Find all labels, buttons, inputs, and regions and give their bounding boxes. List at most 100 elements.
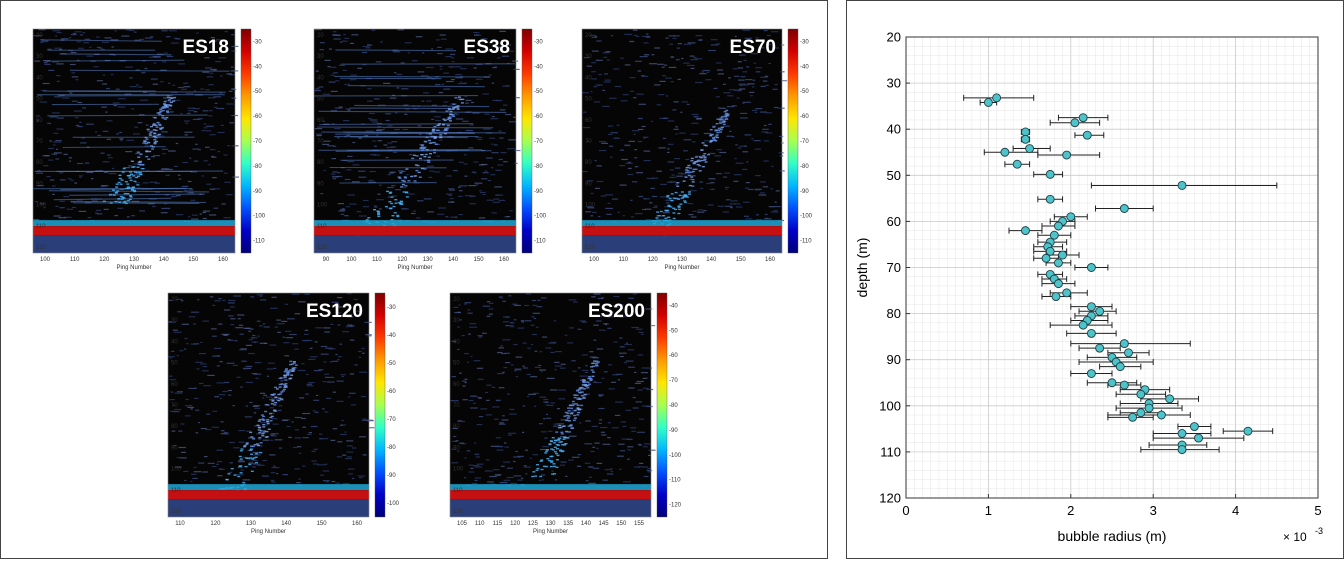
y-tick-label: 30 [887, 76, 901, 91]
echogram-x-tick-label: 140 [448, 257, 459, 263]
data-point [1054, 280, 1062, 288]
echogram-x-tick-label: 120 [397, 257, 408, 263]
colorbar-tick-label: -50 [800, 89, 809, 95]
echogram-y-tick-label: 50 [585, 97, 592, 103]
echogram-y-tick-label: 30 [36, 54, 43, 60]
echogram-y-tick-label: 40 [453, 339, 460, 345]
data-point [1096, 344, 1104, 352]
colorbar-tick-label: -50 [669, 328, 678, 334]
data-point [1026, 145, 1034, 153]
y-tick-label: 120 [879, 491, 901, 506]
echogram-label: ES70 [730, 37, 776, 58]
data-point [1087, 303, 1095, 311]
colorbar-tick-label: -60 [800, 114, 809, 120]
colorbar-tick-label: -70 [253, 139, 262, 145]
echogram-seabed-edge [314, 220, 516, 226]
colorbar-tick-label: -100 [534, 214, 547, 220]
echogram-x-tick-label: 120 [648, 257, 659, 263]
data-point [1054, 259, 1062, 267]
echogram-x-tick-label: 100 [589, 257, 600, 263]
echogram-y-tick-label: 30 [171, 318, 178, 324]
data-point [1021, 227, 1029, 235]
data-point [1052, 293, 1060, 301]
echogram-y-tick-label: 70 [317, 139, 324, 145]
colorbar-tick-label: -90 [800, 189, 809, 195]
data-point [1145, 404, 1153, 412]
colorbar-tick-label: -80 [534, 164, 543, 170]
echogram-background [314, 29, 516, 253]
echogram-x-tick-label: 140 [581, 521, 592, 527]
y-tick-label: 70 [887, 260, 901, 275]
data-point [1042, 254, 1050, 262]
x-tick-label: 2 [1067, 503, 1074, 518]
echogram-y-tick-label: 100 [317, 203, 328, 209]
data-point [1067, 213, 1075, 221]
echogram-seabed [450, 490, 651, 499]
x-axis-multiplier: × 10 [1283, 530, 1307, 544]
echogram-seabed-edge [33, 220, 235, 226]
data-point [1059, 251, 1067, 259]
echogram-y-tick-label: 40 [171, 339, 178, 345]
colorbar-tick-label: -110 [669, 478, 681, 484]
echogram-colorbar [657, 293, 667, 517]
echogram-y-tick-label: 70 [36, 139, 43, 145]
echogram-below-seabed [450, 499, 651, 517]
data-point [1083, 131, 1091, 139]
echogram-x-tick-label: 120 [510, 521, 521, 527]
echogram-x-tick-label: 105 [457, 521, 468, 527]
colorbar-tick-label: -100 [253, 214, 266, 220]
colorbar-tick-label: -80 [669, 403, 678, 409]
echogram-y-tick-label: 90 [317, 181, 324, 187]
echogram-x-axis-label: Ping Number [251, 529, 286, 535]
colorbar-tick-label: -90 [253, 189, 262, 195]
echogram-y-tick-label: 40 [36, 75, 43, 81]
colorbar-tick-label: -110 [534, 239, 546, 245]
echogram-x-tick-label: 120 [210, 521, 221, 527]
echogram-y-tick-label: 20 [453, 297, 460, 303]
colorbar-tick-label: -60 [253, 114, 262, 120]
echogram-x-tick-label: 145 [599, 521, 610, 527]
echogram-x-tick-label: 120 [99, 257, 110, 263]
y-tick-label: 40 [887, 122, 901, 137]
echogram-x-tick-label: 100 [346, 257, 357, 263]
data-point [1157, 411, 1165, 419]
colorbar-tick-label: -30 [534, 39, 543, 45]
echogram-x-tick-label: 110 [175, 521, 185, 527]
echogram-seabed [314, 226, 516, 235]
echogram-x-axis-label: Ping Number [533, 529, 568, 535]
colorbar-tick-label: -110 [800, 239, 812, 245]
echogram-x-tick-label: 130 [677, 257, 688, 263]
echogram-y-tick-label: 70 [453, 403, 460, 409]
echogram-y-tick-label: 120 [36, 245, 47, 251]
data-point [1178, 446, 1186, 454]
echogram-x-tick-label: 150 [317, 521, 328, 527]
echogram-x-tick-label: 130 [129, 257, 140, 263]
echogram-x-tick-label: 160 [765, 257, 776, 263]
echogram-x-axis-label: Ping Number [664, 265, 699, 271]
colorbar-tick-label: -40 [253, 64, 262, 70]
echogram-y-tick-label: 110 [36, 224, 46, 230]
echogram-x-axis-label: Ping Number [397, 265, 432, 271]
colorbar-tick-label: -80 [800, 164, 809, 170]
echogram-y-tick-label: 120 [585, 245, 596, 251]
echogram-x-tick-label: 160 [499, 257, 510, 263]
echogram-y-tick-label: 100 [585, 203, 596, 209]
data-point [1137, 409, 1145, 417]
y-tick-label: 80 [887, 306, 901, 321]
colorbar-tick-label: -70 [669, 378, 678, 384]
y-tick-label: 90 [887, 352, 901, 367]
echogram-y-tick-label: 40 [585, 75, 592, 81]
data-point [1079, 114, 1087, 122]
echogram-y-tick-label: 20 [585, 33, 592, 39]
data-point [1001, 148, 1009, 156]
echogram-y-tick-label: 60 [317, 118, 324, 124]
echogram-y-tick-label: 50 [453, 361, 460, 367]
echogram-x-tick-label: 125 [528, 521, 539, 527]
echogram-background [33, 29, 235, 253]
x-tick-label: 1 [985, 503, 992, 518]
echogram-x-tick-label: 100 [40, 257, 51, 263]
x-tick-label: 5 [1314, 503, 1321, 518]
